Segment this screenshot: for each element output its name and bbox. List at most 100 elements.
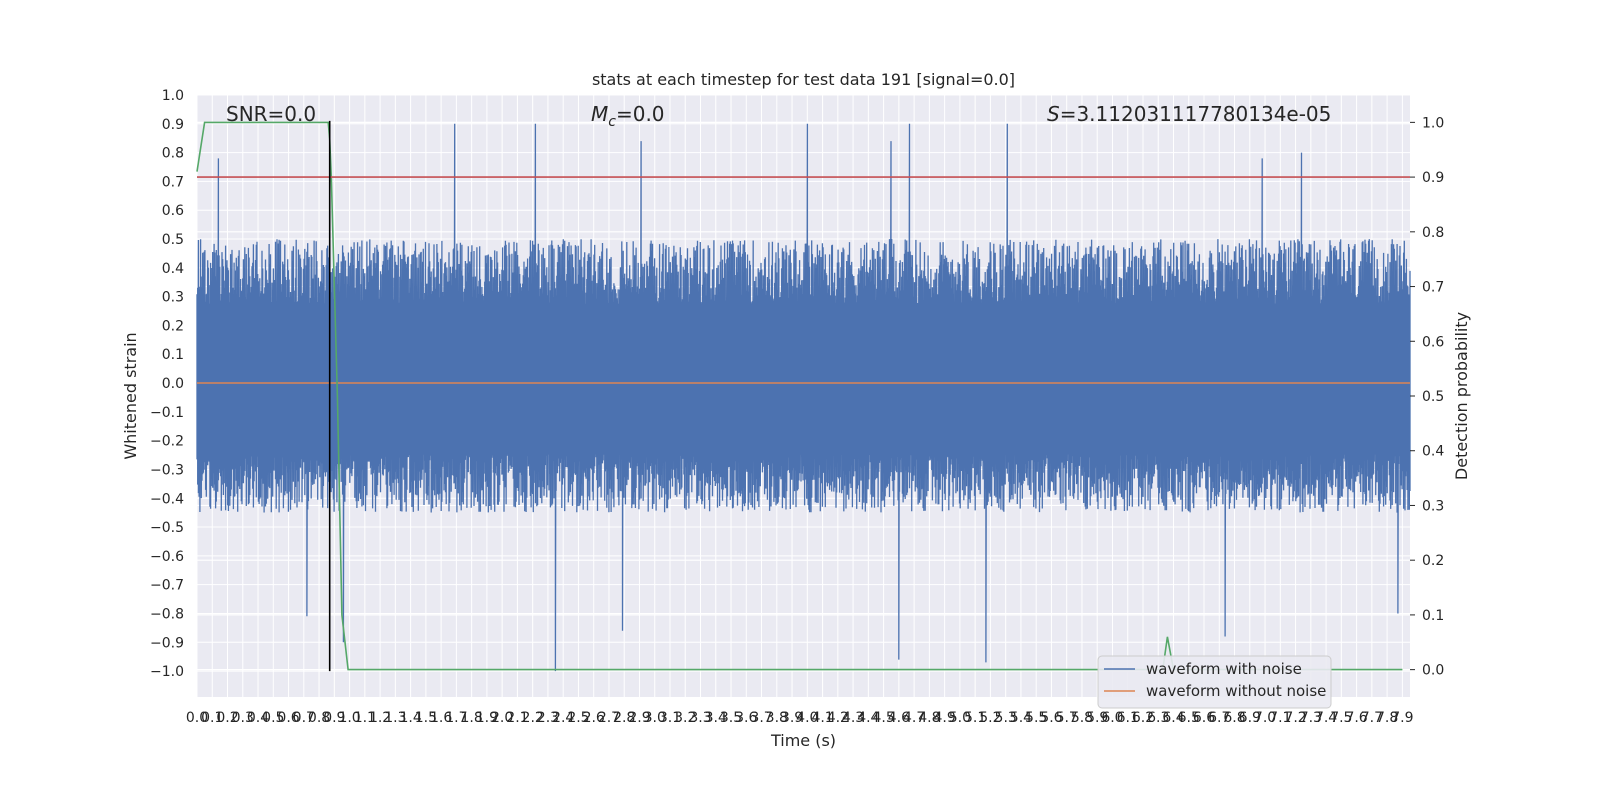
x-tick-label: 4.7 [903, 710, 925, 726]
y2-tick-label: 0.2 [1422, 553, 1444, 569]
x-tick-label: 1.3 [384, 710, 406, 726]
y2-axis-label: Detection probability [1452, 312, 1471, 480]
x-tick-labels: 0.00.10.20.30.40.50.60.70.80.91.01.11.21… [186, 710, 1414, 726]
x-tick-label: 3.9 [781, 710, 803, 726]
x-tick-label: 5.3 [995, 710, 1017, 726]
y-tick-label: 0.9 [162, 117, 184, 133]
x-tick-label: 5.7 [1056, 710, 1078, 726]
y2-tick-label: 0.7 [1422, 280, 1444, 296]
y-tick-label: −1.0 [150, 664, 184, 680]
y2-tick-label: 0.4 [1422, 444, 1444, 460]
y-tick-label: 0.0 [162, 376, 184, 392]
annotation-chirp-mass-symbol: M [591, 102, 608, 126]
x-tick-label: 2.7 [598, 710, 620, 726]
x-tick-label: 4.0 [796, 710, 818, 726]
x-tick-label: 4.5 [872, 710, 894, 726]
y-tick-labels: 1.0 0.9 0.8 0.7 0.6 0.5 0.4 0.3 0.2 0.1 0.0 −0.1 −0.… [150, 88, 184, 680]
x-tick-label: 6.2 [1132, 710, 1154, 726]
x-tick-label: 5.4 [1010, 710, 1032, 726]
x-tick-label: 7.7 [1361, 710, 1383, 726]
x-tick-label: 3.1 [659, 710, 681, 726]
x-tick-label: 5.5 [1025, 710, 1047, 726]
x-tick-label: 4.9 [934, 710, 956, 726]
x-tick-label: 1.9 [476, 710, 498, 726]
x-tick-label: 2.0 [491, 710, 513, 726]
x-tick-label: 6.5 [1178, 710, 1200, 726]
x-tick-label: 7.9 [1391, 710, 1413, 726]
annotation-chirp-mass: Mc=0.0 [591, 102, 665, 130]
y2-tick-label: 0.9 [1422, 170, 1444, 186]
y2-tick-label: 0.3 [1422, 498, 1444, 514]
x-tick-label: 2.5 [567, 710, 589, 726]
x-tick-label: 4.2 [827, 710, 849, 726]
x-tick-label: 7.4 [1315, 710, 1337, 726]
x-tick-label: 7.5 [1330, 710, 1352, 726]
y-tick-label: −0.7 [150, 578, 184, 594]
x-tick-label: 1.5 [415, 710, 437, 726]
x-tick-label: 6.8 [1223, 710, 1245, 726]
y2-tick-label: 1.0 [1422, 115, 1444, 131]
x-tick-label: 2.6 [583, 710, 605, 726]
x-tick-label: 6.6 [1193, 710, 1215, 726]
x-tick-label: 7.0 [1254, 710, 1276, 726]
x-tick-label: 4.1 [811, 710, 833, 726]
x-tick-label: 0.1 [201, 710, 223, 726]
x-tick-label: 4.3 [842, 710, 864, 726]
annotation-chirp-mass-value: =0.0 [616, 102, 665, 126]
x-tick-label: 0.4 [247, 710, 269, 726]
y-tick-label: −0.9 [150, 635, 184, 651]
y-tick-label: −0.3 [150, 462, 184, 478]
x-tick-label: 1.2 [369, 710, 391, 726]
x-tick-label: 2.2 [522, 710, 544, 726]
x-tick-label: 0.7 [293, 710, 315, 726]
y2-tick-label: 0.5 [1422, 389, 1444, 405]
x-tick-label: 1.0 [338, 710, 360, 726]
x-tick-label: 0.2 [216, 710, 238, 726]
y2-tick-label: 0.1 [1422, 608, 1444, 624]
legend-box [1097, 655, 1332, 709]
series-layer [196, 120, 1411, 672]
x-tick-label: 2.9 [628, 710, 650, 726]
y-tick-label: 0.5 [162, 232, 184, 248]
x-tick-label: 5.8 [1071, 710, 1093, 726]
x-tick-label: 2.4 [552, 710, 574, 726]
annotation-s-symbol: S [1047, 102, 1060, 126]
x-tick-label: 5.2 [979, 710, 1001, 726]
y-tick-label: −0.8 [150, 606, 184, 622]
x-tick-label: 5.1 [964, 710, 986, 726]
x-tick-label: 1.6 [430, 710, 452, 726]
y-tick-label: −0.6 [150, 549, 184, 565]
x-tick-label: 6.0 [1101, 710, 1123, 726]
x-tick-label: 7.6 [1345, 710, 1367, 726]
y2-tick-label: 0.6 [1422, 334, 1444, 350]
annotation-snr: SNR=0.0 [226, 102, 316, 126]
x-tick-label: 3.5 [720, 710, 742, 726]
x-axis-label: Time (s) [770, 731, 836, 750]
series-waveform-with-noise [196, 123, 1411, 672]
x-tick-label: 3.3 [689, 710, 711, 726]
annotation-chirp-mass-sub: c [608, 114, 616, 130]
x-tick-label: 5.0 [949, 710, 971, 726]
x-tick-label: 6.7 [1208, 710, 1230, 726]
x-tick-label: 6.3 [1147, 710, 1169, 726]
y-tick-label: 0.1 [162, 347, 184, 363]
x-tick-label: 1.1 [354, 710, 376, 726]
x-tick-label: 0.9 [323, 710, 345, 726]
y-tick-label: 0.6 [162, 203, 184, 219]
chart-title: stats at each timestep for test data 191… [592, 70, 1015, 89]
x-tick-label: 4.4 [857, 710, 879, 726]
legend-label-with-noise: waveform with noise [1146, 660, 1302, 678]
x-tick-label: 3.2 [674, 710, 696, 726]
x-tick-label: 1.8 [461, 710, 483, 726]
x-tick-label: 2.1 [506, 710, 528, 726]
x-tick-label: 0.8 [308, 710, 330, 726]
x-tick-label: 5.9 [1086, 710, 1108, 726]
y-tick-label: 1.0 [162, 88, 184, 104]
y2-tick-label: 0.0 [1422, 663, 1444, 679]
y-tick-label: 0.4 [162, 261, 184, 277]
y2-tick-labels: 1.0 0.9 0.8 0.7 0.6 0.5 0.4 0.3 0.2 0.1 0.0 [1410, 115, 1444, 679]
x-tick-label: 0.5 [262, 710, 284, 726]
x-tick-label: 3.7 [750, 710, 772, 726]
x-tick-label: 3.0 [644, 710, 666, 726]
x-tick-label: 2.3 [537, 710, 559, 726]
